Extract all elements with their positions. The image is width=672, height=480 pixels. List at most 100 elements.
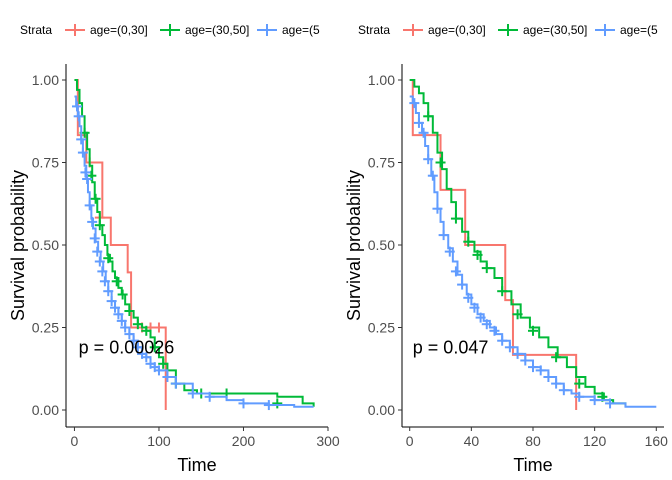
censor-mark — [535, 365, 546, 376]
censor-mark — [162, 372, 173, 382]
legend-label-1: age=(0,30] — [428, 23, 486, 37]
x-tick-label: 80 — [525, 433, 541, 449]
censor-mark — [71, 101, 82, 112]
series-3 — [71, 95, 314, 411]
censor-mark — [409, 98, 420, 109]
panel-2: Strata age=(0,30] age=(30,50] age=(5 0.00 0.2… — [344, 23, 668, 475]
censor-mark — [423, 154, 434, 165]
censor-mark — [558, 385, 569, 396]
legend-label-2: age=(30,50] — [185, 23, 249, 37]
x-tick-label: 120 — [583, 433, 607, 449]
censor-mark — [551, 378, 562, 389]
survival-curve-1 — [74, 79, 167, 410]
censor-mark — [103, 253, 114, 264]
censor-mark — [489, 325, 500, 336]
censor-mark — [187, 388, 198, 399]
censor-mark — [504, 342, 515, 353]
survival-curve-3 — [74, 95, 314, 408]
censor-mark — [469, 302, 480, 313]
panel-1: Strata age=(0,30] age=(30,50] age=(5 0.00 0.2… — [8, 23, 340, 475]
censor-mark — [238, 398, 249, 409]
x-tick-label: 0 — [71, 433, 79, 449]
x-tick-label: 160 — [645, 433, 669, 449]
censor-mark — [204, 391, 215, 402]
censor-mark — [497, 286, 508, 297]
y-tick-label: 0.75 — [32, 155, 59, 171]
censor-mark — [132, 319, 143, 330]
y-tick-label: 0.75 — [368, 155, 395, 171]
censor-mark — [132, 342, 143, 353]
censor-mark — [76, 134, 87, 145]
censor-mark — [438, 230, 449, 241]
censor-mark — [263, 400, 274, 411]
x-tick-label: 200 — [232, 433, 256, 449]
x-axis-title: Time — [177, 455, 216, 475]
censor-mark — [73, 111, 84, 122]
y-tick-label: 0.00 — [32, 402, 59, 418]
censor-mark — [272, 398, 283, 409]
censor-mark — [92, 246, 103, 257]
p-value-label: p = 0.047 — [413, 337, 489, 357]
censor-mark — [432, 203, 443, 214]
x-tick-label: 100 — [147, 433, 171, 449]
censor-mark — [82, 174, 93, 184]
censor-mark — [481, 263, 492, 274]
censor-mark — [170, 378, 181, 389]
censor-mark — [77, 147, 88, 158]
censor-mark — [475, 312, 486, 323]
censor-mark — [128, 335, 139, 346]
y-tick-label: 1.00 — [368, 72, 395, 88]
censor-mark — [472, 249, 483, 260]
censor-mark — [153, 322, 164, 333]
censor-mark — [94, 256, 105, 267]
legend-title: Strata — [358, 23, 390, 37]
legend-label-2: age=(30,50] — [523, 23, 587, 37]
censor-mark — [124, 329, 135, 340]
y-tick-label: 0.25 — [368, 320, 395, 336]
censor-mark — [116, 315, 127, 326]
y-axis-title: Survival probability — [344, 170, 364, 321]
censor-mark — [90, 193, 101, 204]
x-tick-label: 0 — [406, 433, 414, 449]
censor-mark — [435, 157, 446, 168]
censor-mark — [551, 352, 562, 363]
censor-mark — [463, 236, 474, 247]
censor-mark — [120, 322, 131, 333]
censor-mark — [512, 309, 523, 320]
censor-mark — [457, 279, 468, 290]
censor-mark — [117, 289, 128, 300]
censor-mark — [450, 266, 461, 277]
y-tick-label: 0.50 — [368, 237, 395, 253]
censor-mark — [141, 352, 152, 363]
censor-mark — [111, 276, 122, 287]
censor-mark — [158, 358, 169, 369]
censor-mark — [444, 246, 455, 257]
y-tick-label: 0.00 — [368, 402, 395, 418]
censor-mark — [124, 306, 135, 316]
censor-mark — [497, 335, 508, 346]
censor-mark — [528, 325, 538, 336]
censor-mark — [605, 398, 616, 409]
x-tick-label: 300 — [316, 433, 340, 449]
censor-mark — [574, 378, 585, 389]
censor-mark — [463, 292, 474, 303]
censor-mark — [94, 220, 105, 231]
y-tick-label: 0.25 — [32, 320, 59, 336]
censor-mark — [481, 319, 492, 330]
censor-mark — [113, 309, 124, 320]
censor-mark — [520, 355, 531, 366]
censor-mark — [427, 170, 438, 181]
censor-mark — [149, 342, 160, 353]
censor-mark — [97, 266, 108, 277]
censor-mark — [512, 348, 523, 359]
censor-mark — [87, 216, 98, 227]
censor-mark — [106, 296, 117, 307]
series-1 — [409, 79, 578, 410]
censor-mark — [141, 325, 152, 336]
x-axis-title: Time — [513, 455, 552, 475]
censor-mark — [84, 200, 95, 211]
survival-curve-1 — [409, 79, 578, 410]
legend-title: Strata — [20, 23, 52, 37]
x-tick-label: 40 — [464, 433, 480, 449]
